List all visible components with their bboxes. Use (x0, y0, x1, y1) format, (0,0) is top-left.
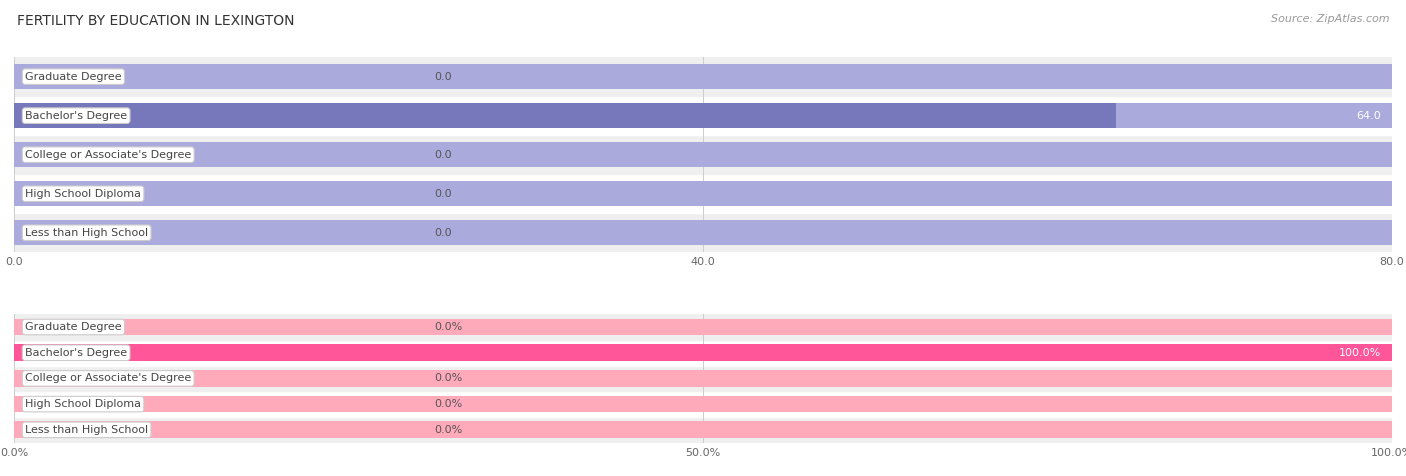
Text: Bachelor's Degree: Bachelor's Degree (25, 110, 127, 121)
Bar (14, 96, 1392, 135)
Text: 0.0%: 0.0% (434, 322, 463, 332)
Text: Less than High School: Less than High School (25, 425, 148, 435)
Text: 0.0: 0.0 (434, 71, 451, 82)
Text: 100.0%: 100.0% (1339, 347, 1381, 358)
Text: Graduate Degree: Graduate Degree (25, 322, 122, 332)
Bar (14, 314, 1392, 340)
Bar (14, 396, 1392, 413)
Bar (14, 181, 1392, 207)
Bar (14, 57, 1392, 96)
Bar (14, 220, 1392, 246)
Text: High School Diploma: High School Diploma (25, 188, 141, 199)
Text: 0.0: 0.0 (434, 188, 451, 199)
Text: Source: ZipAtlas.com: Source: ZipAtlas.com (1271, 14, 1389, 24)
Text: 0.0: 0.0 (434, 228, 451, 238)
Text: 64.0: 64.0 (1357, 110, 1381, 121)
Bar (14, 103, 1392, 129)
Text: 0.0: 0.0 (434, 149, 451, 160)
Bar (14, 174, 1392, 213)
Text: High School Diploma: High School Diploma (25, 399, 141, 409)
Text: Graduate Degree: Graduate Degree (25, 71, 122, 82)
Bar (14, 344, 1392, 361)
Text: 0.0%: 0.0% (434, 399, 463, 409)
Text: Bachelor's Degree: Bachelor's Degree (25, 347, 127, 358)
Text: Less than High School: Less than High School (25, 228, 148, 238)
Bar (14, 370, 1392, 387)
Bar (14, 366, 1392, 391)
Bar (14, 103, 1116, 129)
Bar (14, 421, 1392, 438)
Bar (14, 213, 1392, 252)
Text: College or Associate's Degree: College or Associate's Degree (25, 373, 191, 384)
Bar (14, 391, 1392, 417)
Bar (14, 340, 1392, 366)
Bar (14, 318, 1392, 336)
Bar (14, 417, 1392, 443)
Text: College or Associate's Degree: College or Associate's Degree (25, 149, 191, 160)
Text: FERTILITY BY EDUCATION IN LEXINGTON: FERTILITY BY EDUCATION IN LEXINGTON (17, 14, 294, 28)
Text: 0.0%: 0.0% (434, 373, 463, 384)
Text: 0.0%: 0.0% (434, 425, 463, 435)
Bar (14, 64, 1392, 89)
Bar (14, 135, 1392, 174)
Bar (14, 142, 1392, 168)
Bar (14, 344, 1392, 361)
